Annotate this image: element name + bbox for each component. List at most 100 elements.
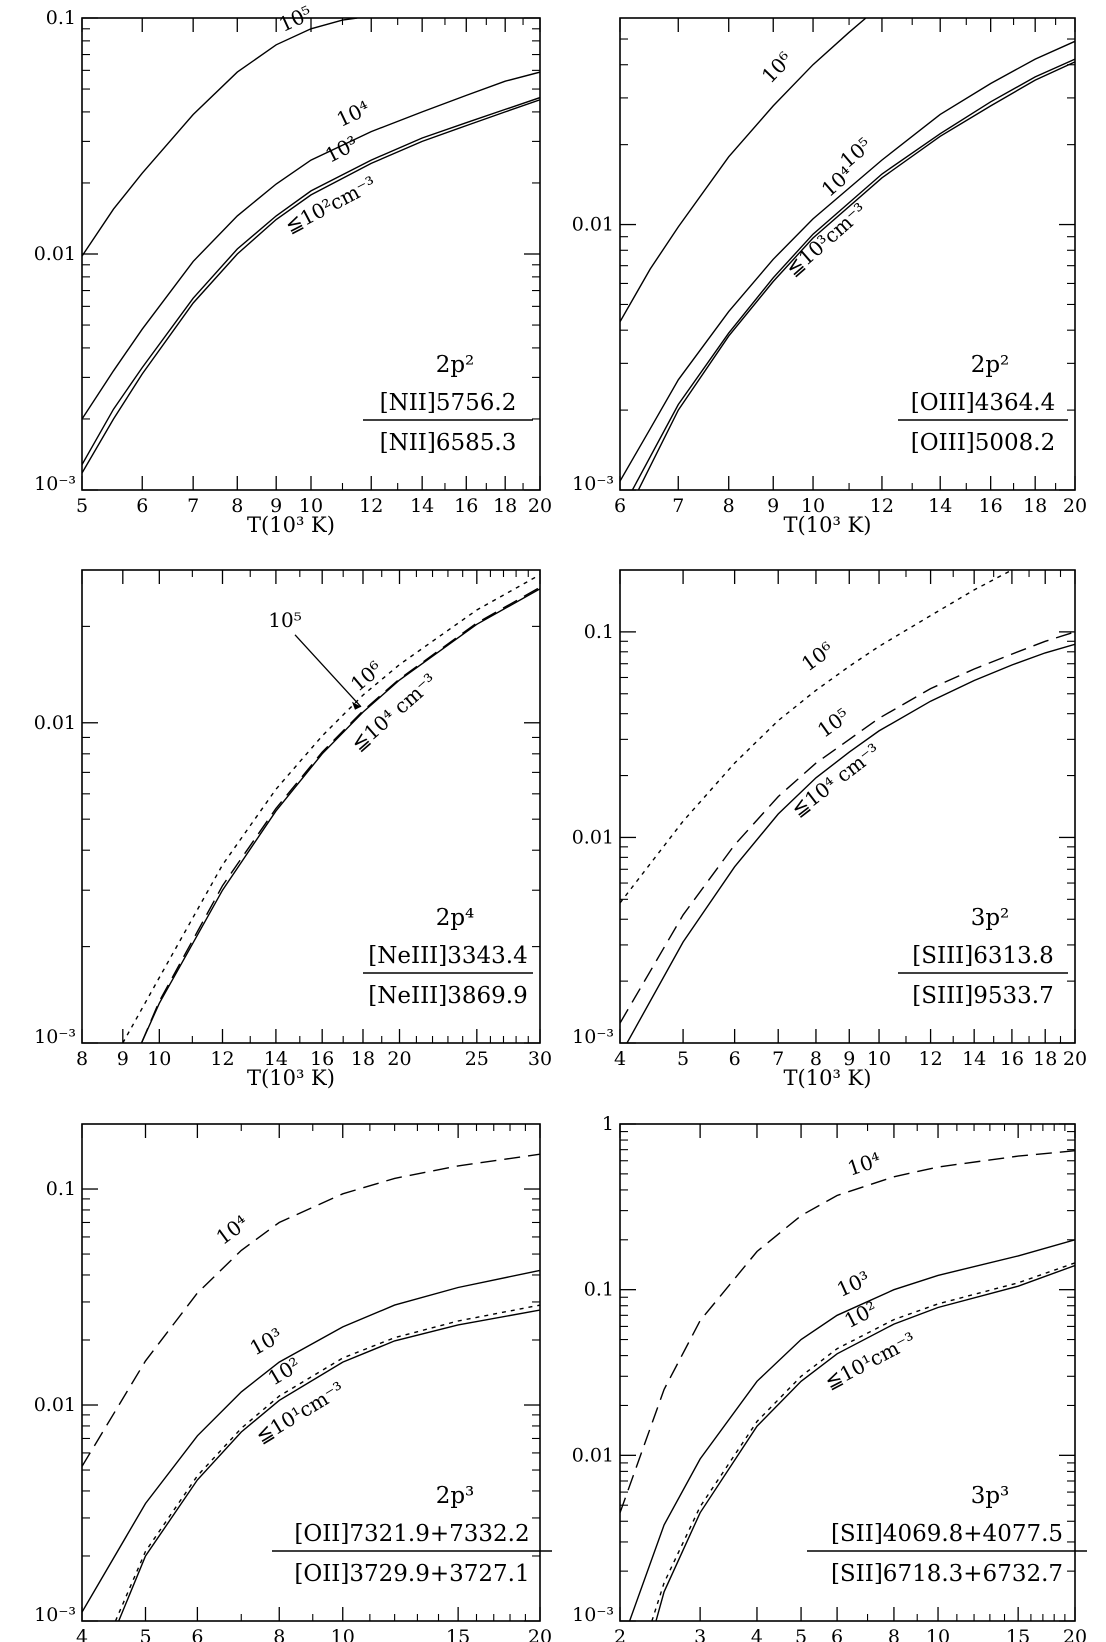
x-tick-label: 14 [410, 495, 434, 517]
x-tick-label: 9 [117, 1048, 129, 1070]
series-line [631, 58, 1075, 490]
x-tick-label: 20 [1063, 1048, 1087, 1070]
x-tick-label: 20 [1063, 1626, 1087, 1642]
x-tick-label: 16 [979, 495, 1003, 517]
series-label: 10⁶ [797, 637, 838, 676]
x-axis-title: T(10³ K) [247, 513, 335, 537]
y-tick-label: 10⁻³ [572, 473, 614, 495]
series-label: ≦10³cm⁻³ [781, 198, 871, 281]
arrow-head [351, 701, 361, 710]
series-line [620, 18, 867, 323]
series-line [140, 588, 540, 1043]
electron-config-label: 2p² [436, 352, 475, 378]
series-label: 10⁴ [212, 1210, 253, 1249]
panel-4: 4 5 6 7 8 9 10 12 14 16 18 20 10⁻³ 0.01 0.1 T(10³ K) 10⁶… [572, 569, 1087, 1090]
series-line [620, 570, 1013, 904]
series-label: 10² [264, 1352, 305, 1390]
y-tick-label: 0.1 [46, 1178, 76, 1200]
x-tick-label: 6 [191, 1626, 203, 1642]
series-line [140, 586, 540, 1043]
y-tick-label: 0.01 [572, 826, 614, 848]
x-tick-label: 10 [801, 495, 825, 517]
series-line [626, 643, 1075, 1043]
series-label: 10⁶ [757, 47, 798, 88]
ratio-numerator: [SIII]6313.8 [912, 943, 1053, 969]
ratio-numerator: [SII]4069.8+4077.5 [831, 1521, 1063, 1547]
x-tick-label: 5 [795, 1626, 807, 1642]
series-line [82, 71, 540, 420]
series-line [82, 18, 358, 257]
x-tick-label: 10 [867, 1048, 891, 1070]
plot-frame [619, 569, 1076, 1044]
x-tick-label: 9 [843, 1048, 855, 1070]
x-tick-label: 14 [264, 1048, 288, 1070]
x-tick-label: 18 [351, 1048, 375, 1070]
x-tick-label: 18 [1033, 1048, 1057, 1070]
y-tick-label: 10⁻³ [34, 1026, 76, 1048]
x-axis-title: T(10³ K) [784, 513, 872, 537]
plot-frame [81, 1123, 541, 1622]
series-line [620, 631, 1075, 1024]
series-line [637, 61, 1075, 490]
series-line [620, 1150, 1075, 1514]
ratio-denominator: [NeIII]3869.9 [368, 983, 527, 1009]
series-line [82, 96, 540, 466]
series-line [114, 1304, 540, 1621]
y-tick-label: 10⁻³ [572, 1026, 614, 1048]
x-tick-label: 16 [1000, 1048, 1024, 1070]
ratio-numerator: [NeIII]3343.4 [368, 943, 527, 969]
x-tick-label: 12 [210, 1048, 234, 1070]
y-tick-label: 10⁻³ [34, 473, 76, 495]
series-label: 10² [840, 1296, 881, 1333]
x-tick-label: 7 [187, 495, 199, 517]
arrow-label: 10⁵ [268, 608, 301, 632]
plot-frame [619, 1123, 1076, 1622]
x-axis-title: T(10³ K) [784, 1066, 872, 1090]
electron-config-label: 3p² [971, 905, 1010, 931]
pointer-arrow [294, 634, 362, 708]
series-line [620, 40, 1075, 482]
y-tick-label: 0.01 [34, 243, 76, 265]
x-tick-label: 8 [810, 1048, 822, 1070]
ratio-numerator: [OII]7321.9+7332.2 [294, 1521, 529, 1547]
x-tick-label: 14 [962, 1048, 986, 1070]
x-tick-label: 15 [1006, 1626, 1030, 1642]
x-tick-label: 8 [231, 495, 243, 517]
series-label: 10⁴ [844, 1147, 883, 1180]
electron-config-label: 3p³ [971, 1483, 1010, 1509]
x-tick-label: 7 [772, 1048, 784, 1070]
x-tick-label: 5 [139, 1626, 151, 1642]
plot-frame [81, 569, 541, 1044]
plot-frame [81, 17, 541, 491]
x-tick-label: 10 [147, 1048, 171, 1070]
x-tick-label: 7 [672, 495, 684, 517]
series-line [82, 1269, 540, 1613]
x-tick-label: 25 [465, 1048, 489, 1070]
x-tick-label: 20 [528, 495, 552, 517]
x-tick-label: 12 [870, 495, 894, 517]
x-tick-label: 12 [918, 1048, 942, 1070]
series-label: 10⁴ [333, 96, 374, 132]
x-tick-label: 4 [76, 1626, 88, 1642]
series-label: ≦10⁴ cm⁻³ [787, 739, 885, 822]
series-line [118, 1309, 540, 1621]
series-label: 10³ [246, 1323, 287, 1360]
y-tick-label: 1 [602, 1113, 614, 1135]
series-label: 10⁵ [275, 1, 315, 37]
series-line [122, 574, 540, 1043]
x-tick-label: 10 [926, 1626, 950, 1642]
series-label: 10⁵ [813, 703, 854, 742]
x-tick-label: 8 [888, 1626, 900, 1642]
x-tick-label: 6 [831, 1626, 843, 1642]
y-tick-label: 0.01 [572, 214, 614, 236]
ratio-denominator: [OII]3729.9+3727.1 [294, 1561, 529, 1587]
x-tick-label: 8 [76, 1048, 88, 1070]
plot-frame [619, 17, 1076, 491]
y-tick-label: 0.01 [34, 1394, 76, 1416]
x-tick-label: 5 [76, 495, 88, 517]
x-tick-label: 8 [723, 495, 735, 517]
series-label: 10⁶ [346, 656, 387, 696]
